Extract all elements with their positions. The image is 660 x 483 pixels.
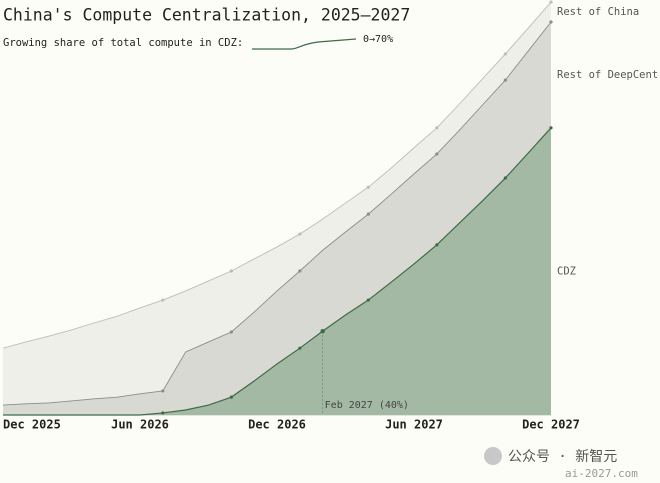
x-tick-label: Jun 2027	[385, 418, 443, 432]
point	[549, 20, 553, 24]
point	[503, 52, 507, 56]
point	[298, 269, 302, 273]
point	[298, 346, 302, 350]
series-label: Rest of DeepCent	[557, 69, 658, 81]
area	[3, 127, 551, 415]
subtitle-range: 0→70%	[363, 34, 393, 45]
series-label: CDZ	[557, 265, 576, 277]
x-tick-label: Dec 2026	[248, 418, 306, 432]
point	[161, 298, 165, 302]
subtitle-sparkline	[252, 38, 357, 50]
point	[366, 185, 370, 189]
watermark-site: ai-2027.com	[565, 467, 638, 480]
annotation-point	[320, 328, 325, 334]
point	[503, 78, 507, 82]
point	[435, 152, 439, 156]
point	[549, 126, 553, 130]
watermark-icon	[484, 447, 502, 465]
watermark-source: 公众号 · 新智元	[508, 449, 617, 465]
area	[3, 21, 551, 416]
point	[435, 126, 439, 130]
point	[229, 330, 233, 334]
plot-area	[2, 0, 553, 416]
x-tick-label: Jun 2026	[111, 418, 169, 432]
annotation: Feb 2027 (40%)	[325, 400, 409, 411]
point	[161, 411, 165, 415]
area	[3, 2, 551, 406]
area-line	[2, 1, 552, 349]
x-tick-label: Dec 2025	[3, 418, 61, 432]
series-label: Rest of China	[557, 6, 639, 18]
point	[366, 298, 370, 302]
point	[298, 232, 302, 236]
x-tick-label: Dec 2027	[522, 418, 580, 432]
point	[229, 395, 233, 399]
point	[229, 269, 233, 273]
point	[161, 389, 165, 393]
point	[503, 176, 507, 180]
chart-title: China's Compute Centralization, 2025–202…	[3, 6, 410, 25]
chart-subtitle: Growing share of total compute in CDZ:	[3, 37, 243, 49]
area-line	[3, 127, 552, 416]
point	[366, 212, 370, 216]
area-line	[2, 21, 552, 406]
point	[549, 0, 553, 4]
point	[435, 243, 439, 247]
